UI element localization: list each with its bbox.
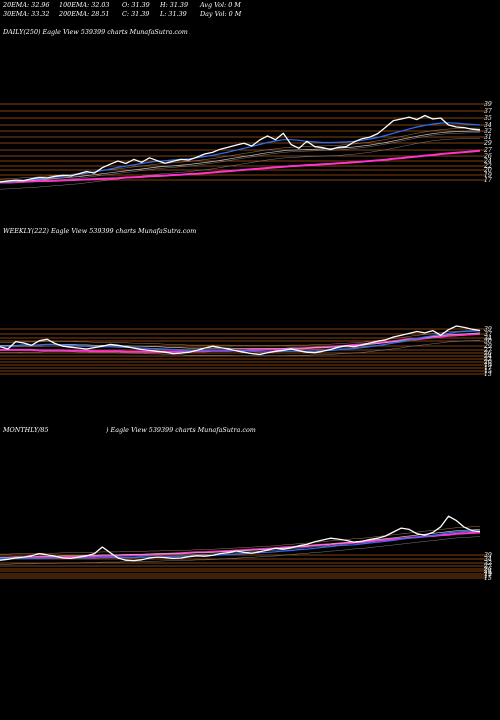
weekly-tick-label: 24 [483,353,492,360]
monthly-tick-label: 15 [484,575,492,582]
weekly-tick-label: 19 [484,362,492,369]
weekly-ema-blue-line [0,330,481,353]
monthly-tick-label: 17 [484,573,492,580]
daily-ema-long-line [0,149,481,183]
daily-tick-label: 20 [483,167,492,174]
daily-ema-blue-line [0,122,481,183]
daily-price-line [0,114,481,183]
weekly-tick-label: 15 [484,368,492,375]
weekly-tick-label: 20 [483,359,492,366]
weekly-tick-label: 22 [483,356,492,363]
weekly-tick-label: 34 [484,335,492,342]
monthly-tick-label: 32 [484,560,492,567]
monthly-ema-blue-line [0,530,481,560]
monthly-tick-label: 27 [483,563,492,570]
daily-tick-label: 22 [483,163,492,170]
weekly-ema-guide-line [0,339,481,356]
daily-tick-label: 17 [484,177,492,184]
monthly-tick-label: 39 [484,552,492,559]
header-100ema: 100EMA: 32.03 [59,1,110,9]
weekly-tick-label: 39 [484,326,492,333]
monthly-panel-title-suffix: ) Eagle View 539399 charts MunafaSutra.c… [106,426,256,434]
weekly-tick-label: 26 [483,350,492,357]
daily-tick-label: 37 [484,108,492,115]
weekly-tick-label: 37 [484,331,492,338]
header-avg-vol: Avg Vol: 0 M [200,1,241,9]
monthly-tick-label: 19 [484,571,492,578]
daily-tick-label: 34 [484,122,492,129]
daily-tick-label: 24 [483,158,492,165]
daily-tick-label: 35 [484,115,492,122]
weekly-tick-label: 29 [483,343,492,350]
header-low: L: 31.39 [160,10,187,18]
monthly-ema-short-line [0,529,481,558]
header-20ema: 20EMA: 32.96 [3,1,50,9]
daily-tick-label: 29 [483,140,492,147]
daily-ema-guide-line [0,127,480,180]
monthly-ema-guide-line [0,530,481,559]
daily-panel-title: DAILY(250) Eagle View 539399 charts Muna… [3,28,188,36]
daily-tick-label: 32 [484,128,492,135]
monthly-ema-guide-line [0,526,481,555]
daily-tick-label: 26 [483,153,492,160]
weekly-ema-guide-line [0,329,481,346]
daily-tick-label: 19 [484,172,492,179]
header-30ema: 30EMA: 33.32 [3,10,50,18]
header-open: O: 31.39 [122,1,150,9]
daily-tick-label: 39 [484,101,492,108]
weekly-tick-label: 17 [484,365,492,372]
weekly-ema-short-line [0,332,481,349]
weekly-tick-label: 30 [484,338,492,345]
daily-ema-guide-line [0,132,480,184]
monthly-ema-guide-line [0,536,481,565]
header-200ema: 200EMA: 28.51 [59,10,110,18]
header-close: C: 31.39 [122,10,150,18]
header-high: H: 31.39 [160,1,189,9]
daily-tick-label: 31 [484,134,492,141]
monthly-price-line [0,515,481,562]
weekly-tick-label: 13 [484,371,492,378]
weekly-price-line [0,325,481,356]
monthly-tick-label: 24 [483,568,492,575]
daily-tick-label: 27 [483,147,492,154]
daily-ema-guide-line [0,138,480,190]
monthly-panel-title: MONTHLY/85 [3,426,49,434]
daily-ema-short-line [0,130,480,183]
monthly-tick-label: 34 [484,556,492,563]
weekly-panel-title: WEEKLY(222) Eagle View 539399 charts Mun… [3,227,197,235]
weekly-tick-label: 27 [483,347,492,354]
monthly-tick-label: 26 [483,566,492,573]
header-day-vol: Day Vol: 0 M [200,10,242,18]
